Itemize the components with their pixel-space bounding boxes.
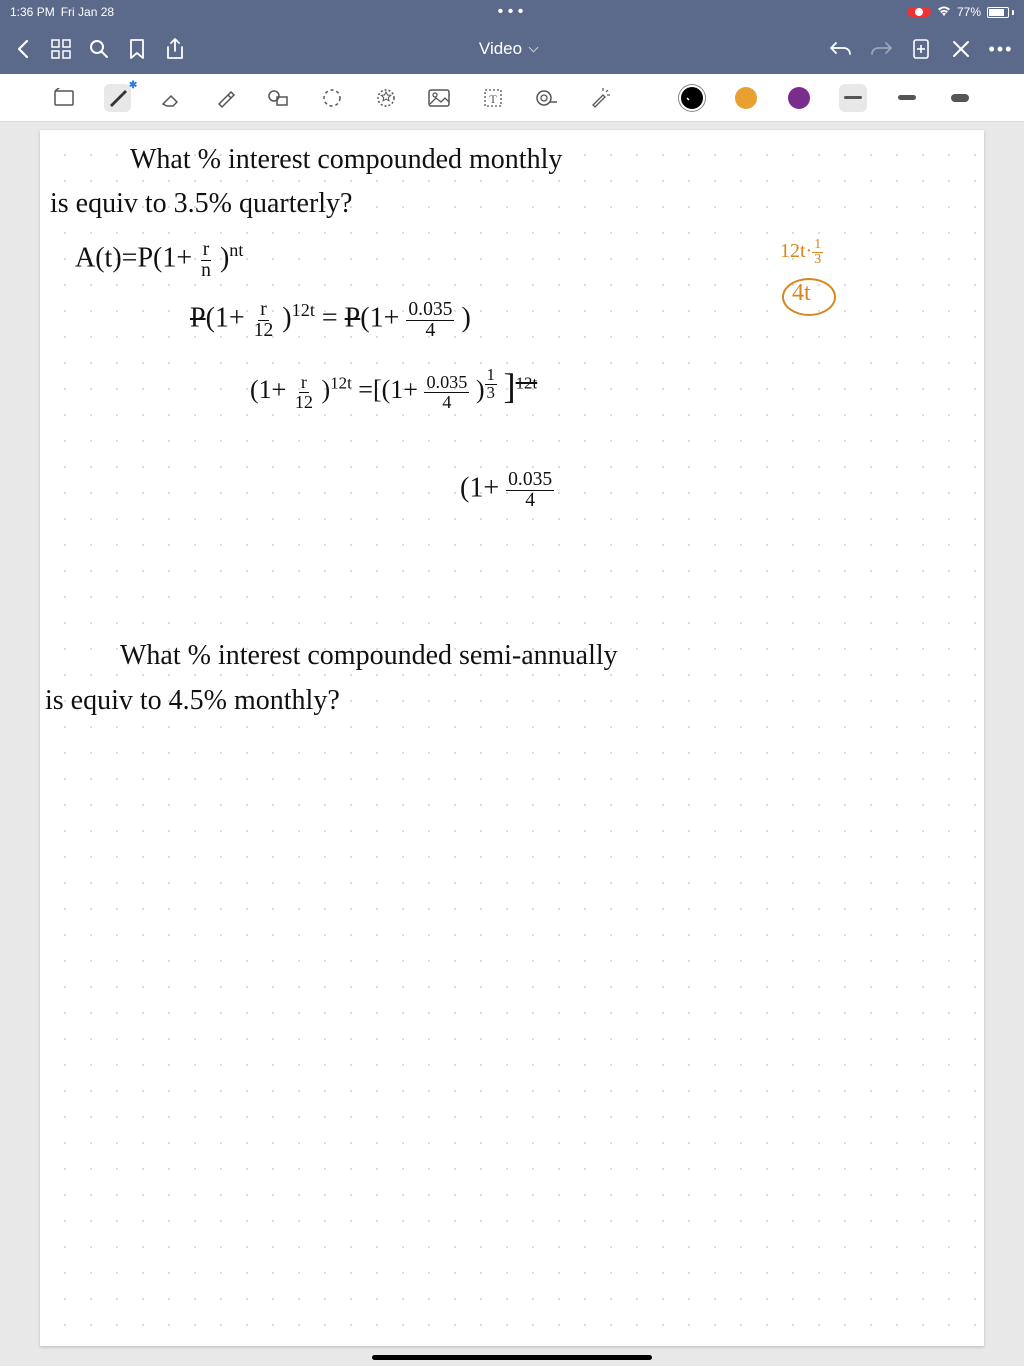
redo-button[interactable] bbox=[870, 38, 892, 60]
stroke-thin[interactable] bbox=[839, 84, 867, 112]
status-time: 1:36 PM bbox=[10, 5, 55, 19]
read-mode-tool[interactable] bbox=[50, 84, 78, 112]
hw-formula: A(t)=P(1+ rn )nt bbox=[75, 240, 243, 280]
stroke-thick[interactable] bbox=[946, 84, 974, 112]
laser-tool[interactable] bbox=[587, 84, 615, 112]
bookmark-icon[interactable] bbox=[126, 38, 148, 60]
battery-pct: 77% bbox=[957, 5, 981, 19]
title-text: Video bbox=[479, 39, 522, 59]
more-icon[interactable]: ••• bbox=[990, 38, 1012, 60]
status-bar: 1:36 PM Fri Jan 28 • • • 77% bbox=[0, 0, 1024, 24]
share-icon[interactable] bbox=[164, 38, 186, 60]
color-purple[interactable] bbox=[785, 84, 813, 112]
sticker-tool[interactable] bbox=[372, 84, 400, 112]
notebook-page[interactable]: What % interest compounded monthly is eq… bbox=[40, 130, 984, 1346]
close-icon[interactable] bbox=[950, 38, 972, 60]
hw-circle bbox=[782, 278, 836, 316]
color-black[interactable] bbox=[678, 84, 706, 112]
stroke-medium[interactable] bbox=[893, 84, 921, 112]
nav-bar: Video ••• bbox=[0, 24, 1024, 74]
search-icon[interactable] bbox=[88, 38, 110, 60]
battery-icon bbox=[987, 7, 1014, 18]
hw-eq1: P(1+ r12 )12t = P(1+ 0.0354 ) bbox=[190, 300, 471, 340]
document-title[interactable]: Video bbox=[202, 39, 814, 59]
hw-q2-line2: is equiv to 4.5% monthly? bbox=[45, 685, 340, 717]
svg-text:T: T bbox=[489, 92, 497, 106]
hw-annot-12t: 12t·13 bbox=[780, 238, 823, 267]
shape-tool[interactable] bbox=[265, 84, 293, 112]
hw-eq2: (1+ r12 )12t =[(1+ 0.0354 )13 ]12t bbox=[250, 365, 537, 411]
drawing-toolbar: ✱ T bbox=[0, 74, 1024, 122]
eraser-tool[interactable] bbox=[157, 84, 185, 112]
pen-tool[interactable]: ✱ bbox=[104, 84, 132, 112]
grid-icon[interactable] bbox=[50, 38, 72, 60]
undo-button[interactable] bbox=[830, 38, 852, 60]
image-tool[interactable] bbox=[426, 84, 454, 112]
hw-q2-line1: What % interest compounded semi-annually bbox=[120, 640, 618, 672]
hw-eq3: (1+ 0.0354 bbox=[460, 470, 554, 510]
status-date: Fri Jan 28 bbox=[61, 5, 114, 19]
canvas-area[interactable]: What % interest compounded monthly is eq… bbox=[0, 122, 1024, 1366]
highlighter-tool[interactable] bbox=[211, 84, 239, 112]
back-button[interactable] bbox=[12, 38, 34, 60]
wifi-icon bbox=[937, 5, 951, 20]
home-indicator[interactable] bbox=[372, 1355, 652, 1360]
screen-record-indicator[interactable] bbox=[907, 7, 931, 17]
hw-q1-line1: What % interest compounded monthly bbox=[130, 144, 562, 176]
text-tool[interactable]: T bbox=[479, 84, 507, 112]
status-center-ellipsis[interactable]: • • • bbox=[120, 3, 901, 21]
color-orange[interactable] bbox=[732, 84, 760, 112]
tape-tool[interactable] bbox=[533, 84, 561, 112]
add-page-icon[interactable] bbox=[910, 38, 932, 60]
lasso-tool[interactable] bbox=[318, 84, 346, 112]
hw-q1-line2: is equiv to 3.5% quarterly? bbox=[50, 188, 352, 220]
